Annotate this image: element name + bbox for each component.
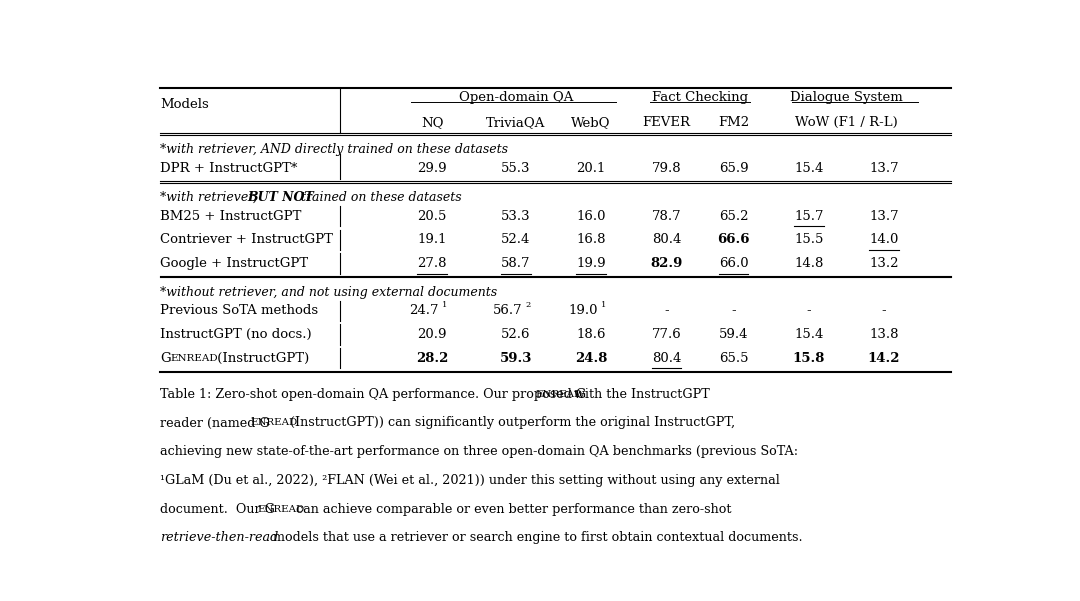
Text: ENREAD: ENREAD	[251, 418, 298, 427]
Text: WoW (F1 / R-L): WoW (F1 / R-L)	[795, 116, 897, 129]
Text: 16.8: 16.8	[577, 233, 606, 246]
Text: G: G	[160, 352, 171, 365]
Text: 19.0: 19.0	[568, 304, 597, 317]
Text: DPR + InstructGPT*: DPR + InstructGPT*	[160, 162, 297, 175]
Text: Table 1: Zero-shot open-domain QA performance. Our proposed G: Table 1: Zero-shot open-domain QA perfor…	[160, 388, 586, 401]
Text: -: -	[664, 304, 669, 317]
Text: InstructGPT (no docs.): InstructGPT (no docs.)	[160, 328, 312, 341]
Text: TriviaQA: TriviaQA	[486, 116, 545, 129]
Text: 53.3: 53.3	[501, 210, 530, 222]
Text: 59.4: 59.4	[718, 328, 748, 341]
Text: 65.2: 65.2	[718, 210, 748, 222]
Text: reader (named G: reader (named G	[160, 416, 270, 430]
Text: Dialogue System: Dialogue System	[791, 91, 903, 103]
Text: Contriever + InstructGPT: Contriever + InstructGPT	[160, 233, 333, 246]
Text: 13.7: 13.7	[869, 162, 899, 175]
Text: *with retriever,: *with retriever,	[160, 191, 261, 204]
Text: 20.1: 20.1	[577, 162, 606, 175]
Text: 19.1: 19.1	[417, 233, 447, 246]
Text: 65.9: 65.9	[718, 162, 748, 175]
Text: with the InstructGPT: with the InstructGPT	[570, 388, 710, 401]
Text: 14.8: 14.8	[794, 257, 823, 270]
Text: 52.4: 52.4	[501, 233, 530, 246]
Text: document.  Our G: document. Our G	[160, 502, 275, 516]
Text: FM2: FM2	[718, 116, 750, 129]
Text: 52.6: 52.6	[501, 328, 530, 341]
Text: 15.8: 15.8	[793, 352, 825, 365]
Text: BUT NOT: BUT NOT	[247, 191, 314, 204]
Text: 15.4: 15.4	[794, 162, 823, 175]
Text: NQ: NQ	[421, 116, 444, 129]
Text: 56.7: 56.7	[492, 304, 523, 317]
Text: Previous SoTA methods: Previous SoTA methods	[160, 304, 319, 317]
Text: 66.6: 66.6	[717, 233, 750, 246]
Text: WebQ: WebQ	[571, 116, 611, 129]
Text: Fact Checking: Fact Checking	[652, 91, 748, 103]
Text: can achieve comparable or even better performance than zero-shot: can achieve comparable or even better pe…	[293, 502, 732, 516]
Text: trained on these datasets: trained on these datasets	[297, 191, 461, 204]
Text: 80.4: 80.4	[652, 352, 681, 365]
Text: 1: 1	[442, 301, 447, 309]
Text: FEVER: FEVER	[643, 116, 690, 129]
Text: 55.3: 55.3	[501, 162, 530, 175]
Text: 15.5: 15.5	[794, 233, 823, 246]
Text: Google + InstructGPT: Google + InstructGPT	[160, 257, 308, 270]
Text: 15.7: 15.7	[794, 210, 824, 222]
Text: 14.2: 14.2	[868, 352, 901, 365]
Text: 13.2: 13.2	[869, 257, 899, 270]
Text: Open-domain QA: Open-domain QA	[459, 91, 573, 103]
Text: (InstructGPT): (InstructGPT)	[213, 352, 309, 365]
Text: retrieve-then-read: retrieve-then-read	[160, 531, 279, 545]
Text: 24.8: 24.8	[575, 352, 607, 365]
Text: 78.7: 78.7	[651, 210, 681, 222]
Text: 79.8: 79.8	[651, 162, 681, 175]
Text: 18.6: 18.6	[577, 328, 606, 341]
Text: 82.9: 82.9	[650, 257, 683, 270]
Text: 14.0: 14.0	[869, 233, 899, 246]
Text: 20.5: 20.5	[418, 210, 447, 222]
Text: 27.8: 27.8	[417, 257, 447, 270]
Text: -: -	[881, 304, 887, 317]
Text: 19.9: 19.9	[577, 257, 606, 270]
Text: ¹GLaM (Du et al., 2022), ²FLAN (Wei et al., 2021)) under this setting without us: ¹GLaM (Du et al., 2022), ²FLAN (Wei et a…	[160, 474, 780, 487]
Text: *with retriever, AND directly trained on these datasets: *with retriever, AND directly trained on…	[160, 143, 508, 156]
Text: (InstructGPT)) can significantly outperform the original InstructGPT,: (InstructGPT)) can significantly outperf…	[285, 416, 734, 430]
Text: 59.3: 59.3	[500, 352, 532, 365]
Text: 15.4: 15.4	[794, 328, 823, 341]
Text: ENREAD: ENREAD	[535, 390, 582, 399]
Text: 80.4: 80.4	[652, 233, 681, 246]
Text: 66.0: 66.0	[718, 257, 748, 270]
Text: 28.2: 28.2	[416, 352, 448, 365]
Text: 13.8: 13.8	[869, 328, 899, 341]
Text: -: -	[807, 304, 811, 317]
Text: 13.7: 13.7	[869, 210, 899, 222]
Text: ENREAD: ENREAD	[257, 505, 305, 514]
Text: 29.9: 29.9	[417, 162, 447, 175]
Text: achieving new state-of-the-art performance on three open-domain QA benchmarks (p: achieving new state-of-the-art performan…	[160, 445, 798, 458]
Text: 58.7: 58.7	[501, 257, 530, 270]
Text: 16.0: 16.0	[577, 210, 606, 222]
Text: 24.7: 24.7	[409, 304, 438, 317]
Text: ENREAD: ENREAD	[171, 354, 218, 363]
Text: 2: 2	[526, 301, 531, 309]
Text: 77.6: 77.6	[651, 328, 681, 341]
Text: -: -	[731, 304, 735, 317]
Text: 20.9: 20.9	[417, 328, 447, 341]
Text: 1: 1	[602, 301, 606, 309]
Text: 65.5: 65.5	[718, 352, 748, 365]
Bar	[872, 507, 972, 535]
Text: *without retriever, and not using external documents: *without retriever, and not using extern…	[160, 285, 497, 299]
Text: Models: Models	[160, 99, 208, 111]
Text: models that use a retriever or search engine to first obtain contextual document: models that use a retriever or search en…	[269, 531, 802, 545]
Text: BM25 + InstructGPT: BM25 + InstructGPT	[160, 210, 301, 222]
